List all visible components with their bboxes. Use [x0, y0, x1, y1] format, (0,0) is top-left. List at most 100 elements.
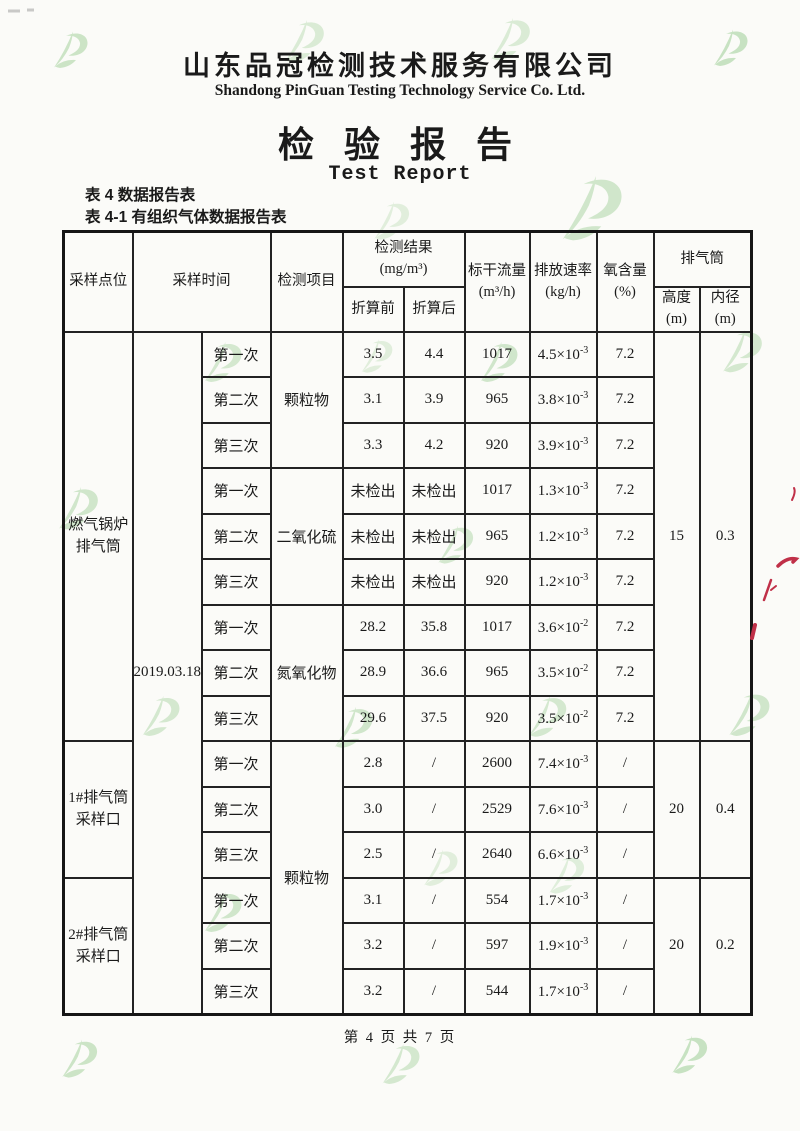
- table-row: 燃气锅炉 排气筒 2019.03.18 第一次 颗粒物 3.5 4.4 1017…: [62, 330, 753, 1015]
- gas-data-table: 采样点位 采样时间 检测项目 检测结果 (mg/m³) 标干流量 (m³/h) …: [62, 230, 753, 1016]
- col-header-result: 检测结果 (mg/m³): [341, 230, 466, 288]
- cell-after-conversion: /: [402, 967, 466, 1015]
- cell-before-conversion: 29.6: [341, 694, 405, 742]
- col-header-stack-height: 高度 (m): [652, 285, 701, 333]
- table-caption-2: 表 4-1 有组织气体数据报告表: [85, 209, 287, 226]
- cell-sequence: 第一次: [200, 603, 272, 651]
- rate-mantissa: 3.9×10: [537, 437, 580, 454]
- rate-mantissa: 1.9×10: [537, 938, 580, 955]
- table-row: 第三次 2.5 / 2640 6.6×10-3 /: [64, 831, 752, 879]
- col-header-height-unit: (m): [666, 311, 687, 327]
- cell-emission-rate: 3.9×10-3: [528, 421, 598, 469]
- cell-flow: 920: [463, 558, 531, 606]
- logo-watermark: [382, 1043, 420, 1084]
- rate-mantissa: 1.7×10: [537, 983, 580, 1000]
- cell-flow: 544: [463, 967, 531, 1015]
- cell-stack-diameter: 0.4: [698, 740, 753, 879]
- table-row: 第三次 3.3 4.2 920 3.9×10-3 7.2: [64, 421, 752, 469]
- cell-after-conversion: 4.2: [402, 421, 466, 469]
- cell-sampling-point: 2#排气筒 采样口: [62, 876, 134, 1015]
- cell-flow: 1017: [463, 467, 531, 515]
- cell-stack-diameter: 0.3: [698, 330, 753, 742]
- rate-exponent: -3: [579, 890, 589, 902]
- rate-mantissa: 7.4×10: [537, 756, 580, 773]
- table-row: 第三次 未检出 未检出 920 1.2×10-3 7.2: [64, 558, 752, 606]
- rate-mantissa: 1.2×10: [537, 574, 580, 591]
- cell-flow: 554: [463, 876, 531, 924]
- cell-sequence: 第一次: [200, 330, 272, 378]
- cell-flow: 965: [463, 649, 531, 697]
- col-header-test-item: 检测项目: [269, 230, 344, 333]
- cell-flow: 920: [463, 421, 531, 469]
- cell-test-item: 颗粒物: [269, 740, 344, 1015]
- cell-oxygen: /: [595, 831, 655, 879]
- cell-oxygen: 7.2: [595, 694, 655, 742]
- cell-flow: 597: [463, 922, 531, 970]
- rate-mantissa: 3.5×10: [537, 710, 580, 727]
- col-header-diameter-unit: (m): [714, 311, 736, 327]
- table-row: 2#排气筒 采样口 第一次 3.1 / 554 1.7×10-3 / 20 0.…: [62, 876, 753, 1015]
- cell-oxygen: 7.2: [595, 558, 655, 606]
- table-caption-1: 表 4 数据报告表: [85, 187, 196, 204]
- cell-stack-height: 15: [652, 330, 701, 742]
- col-header-height-label: 高度: [662, 290, 691, 306]
- cell-sequence: 第二次: [200, 649, 272, 697]
- rate-exponent: -2: [579, 617, 589, 629]
- cell-oxygen: /: [595, 740, 655, 788]
- cell-before-conversion: 3.1: [341, 876, 405, 924]
- table-row: 第二次 3.1 3.9 965 3.8×10-3 7.2: [64, 376, 752, 424]
- rate-exponent: -3: [579, 435, 589, 447]
- col-header-oxygen-unit: (%): [614, 283, 636, 300]
- cell-sequence: 第三次: [200, 831, 272, 879]
- cell-before-conversion: 2.5: [341, 831, 405, 879]
- rate-mantissa: 3.5×10: [537, 665, 580, 682]
- cell-test-item: 二氧化硫: [269, 467, 344, 606]
- cell-after-conversion: 3.9: [402, 376, 466, 424]
- cell-after-conversion: /: [402, 740, 466, 788]
- table-row: 第三次 29.6 37.5 920 3.5×10-2 7.2: [64, 694, 752, 742]
- col-header-rate-unit: (kg/h): [545, 283, 581, 300]
- cell-after-conversion: 未检出: [402, 467, 466, 515]
- cell-emission-rate: 7.4×10-3: [528, 740, 598, 788]
- cell-oxygen: /: [595, 876, 655, 924]
- cell-emission-rate: 1.2×10-3: [528, 512, 598, 560]
- cell-emission-rate: 3.6×10-2: [528, 603, 598, 651]
- rate-mantissa: 1.7×10: [537, 892, 580, 909]
- cell-emission-rate: 4.5×10-3: [528, 330, 598, 378]
- cell-flow: 1017: [463, 603, 531, 651]
- cell-test-item: 颗粒物: [269, 330, 344, 469]
- col-header-result-label: 检测结果: [374, 240, 433, 257]
- cell-before-conversion: 3.2: [341, 967, 405, 1015]
- cell-sequence: 第一次: [200, 876, 272, 924]
- rate-exponent: -2: [579, 708, 589, 720]
- rate-exponent: -3: [579, 936, 589, 948]
- rate-mantissa: 1.3×10: [537, 483, 580, 500]
- cell-emission-rate: 1.2×10-3: [528, 558, 598, 606]
- cell-sequence: 第一次: [200, 467, 272, 515]
- rate-mantissa: 4.5×10: [537, 346, 580, 363]
- col-header-stack-diameter: 内径 (m): [698, 285, 753, 333]
- cell-oxygen: /: [595, 785, 655, 833]
- rate-exponent: -3: [579, 754, 589, 766]
- cell-before-conversion: 3.5: [341, 330, 405, 378]
- table-captions: 表 4 数据报告表 表 4-1 有组织气体数据报告表: [85, 185, 287, 229]
- cell-emission-rate: 1.7×10-3: [528, 967, 598, 1015]
- table-row: 第一次 氮氧化物 28.2 35.8 1017 3.6×10-2 7.2: [64, 603, 752, 742]
- col-header-emission-rate: 排放速率 (kg/h): [528, 230, 598, 333]
- cell-flow: 2640: [463, 831, 531, 879]
- cell-sampling-point: 燃气锅炉 排气筒: [62, 330, 134, 742]
- cell-after-conversion: /: [402, 876, 466, 924]
- cell-sequence: 第三次: [200, 694, 272, 742]
- cell-before-conversion: 3.1: [341, 376, 405, 424]
- cell-after-conversion: 35.8: [402, 603, 466, 651]
- cell-flow: 2529: [463, 785, 531, 833]
- cell-emission-rate: 3.8×10-3: [528, 376, 598, 424]
- cell-flow: 1017: [463, 330, 531, 378]
- cell-before-conversion: 3.0: [341, 785, 405, 833]
- page-number: 第 4 页 共 7 页: [343, 1030, 457, 1046]
- cell-sampling-date: 2019.03.18: [131, 330, 203, 1015]
- table-row: 第二次 未检出 未检出 965 1.2×10-3 7.2: [64, 512, 752, 560]
- rate-exponent: -3: [579, 526, 589, 538]
- cell-oxygen: 7.2: [595, 603, 655, 651]
